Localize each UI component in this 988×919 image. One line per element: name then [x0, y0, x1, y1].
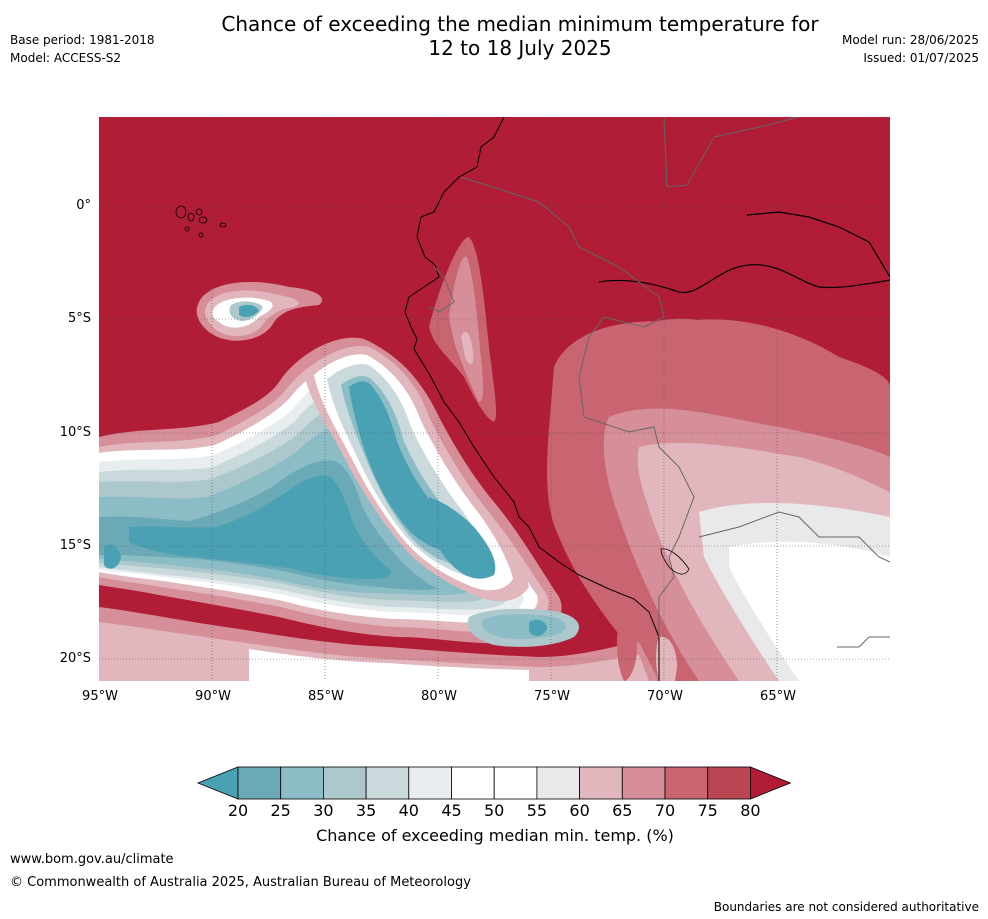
- base-period-text: Base period: 1981-2018: [10, 33, 155, 47]
- southwest-cold-pocket: [467, 608, 579, 647]
- colorbar-cell: [323, 766, 367, 800]
- southern-warm-strip: [99, 607, 677, 681]
- model-text: Model: ACCESS-S2: [10, 51, 122, 65]
- lon-label-70w: 70°W: [647, 689, 683, 704]
- colorbar-max-extension: [750, 766, 792, 800]
- colorbar-cell: [280, 766, 324, 800]
- boundaries-disclaimer: Boundaries are not considered authoritat…: [713, 900, 979, 914]
- lat-label-5s: 5°S: [67, 311, 91, 326]
- colorbar-cell: [621, 766, 666, 800]
- colorbar-tick-label: 75: [697, 801, 718, 820]
- coastal-cold-region: [304, 346, 529, 602]
- colorbar-cell: [579, 766, 623, 800]
- colorbar-min-extension: [196, 766, 239, 800]
- title-line-1: Chance of exceeding the median minimum t…: [221, 12, 819, 36]
- colorbar-tick-label: 50: [484, 801, 505, 820]
- colorbar-cell: [237, 766, 282, 800]
- model-run-text: Model run: 28/06/2025: [841, 33, 979, 47]
- probability-map: [99, 117, 890, 681]
- map-graticule: [99, 117, 890, 681]
- colorbar-tick-label: 25: [270, 801, 291, 820]
- colorbar-label: Chance of exceeding median min. temp. (%…: [316, 826, 674, 845]
- colorbar-tick-label: 80: [740, 801, 761, 820]
- colorbar-cell: [536, 766, 580, 800]
- coastline-path: [404, 117, 660, 681]
- lat-label-15s: 15°S: [59, 538, 91, 553]
- colorbar-cell: [408, 766, 452, 800]
- colorbar-tick-label: 30: [313, 801, 334, 820]
- map-title: Chance of exceeding the median minimum t…: [150, 12, 890, 60]
- galapagos-islands: [175, 205, 227, 238]
- colorbar-tick-label: 60: [569, 801, 590, 820]
- map-canvas: [99, 117, 890, 681]
- lon-label-90w: 90°W: [195, 689, 231, 704]
- lon-label-65w: 65°W: [760, 689, 796, 704]
- colorbar-tick-label: 45: [441, 801, 462, 820]
- issued-text: Issued: 01/07/2025: [863, 51, 979, 65]
- colorbar-tick-label: 65: [612, 801, 633, 820]
- colorbar-tick-label: 40: [398, 801, 419, 820]
- copyright-text: © Commonwealth of Australia 2025, Austra…: [10, 875, 471, 890]
- lake-titicaca: [660, 548, 690, 575]
- colorbar-tick-label: 35: [355, 801, 377, 820]
- colorbar-cell: [451, 766, 495, 800]
- lon-label-95w: 95°W: [82, 689, 118, 704]
- colorbar-cell: [707, 766, 751, 800]
- lat-label-10s: 10°S: [59, 425, 91, 440]
- lat-label-20s: 20°S: [59, 651, 91, 666]
- colorbar-tick-label: 70: [654, 801, 676, 820]
- colorbar-cell: [493, 766, 538, 800]
- andes-streaks: [429, 237, 497, 422]
- title-line-2: 12 to 18 July 2025: [428, 36, 612, 60]
- colorbar-cell: [365, 766, 410, 800]
- website-link[interactable]: www.bom.gov.au/climate: [10, 852, 174, 867]
- galapagos-cold-pocket: [196, 282, 323, 341]
- lon-label-75w: 75°W: [534, 689, 570, 704]
- colorbar-tick-label: 20: [227, 801, 249, 820]
- country-boundaries: [428, 117, 890, 648]
- east-anomaly-region: [547, 318, 890, 681]
- colorbar-cell: [664, 766, 709, 800]
- northern-coastline-path: [598, 211, 890, 294]
- lat-label-0: 0°: [76, 198, 91, 213]
- colorbar: [196, 766, 792, 800]
- lon-label-80w: 80°W: [421, 689, 457, 704]
- colorbar-cells: [196, 766, 792, 800]
- colorbar-tick-label: 55: [526, 801, 548, 820]
- lon-label-85w: 85°W: [308, 689, 344, 704]
